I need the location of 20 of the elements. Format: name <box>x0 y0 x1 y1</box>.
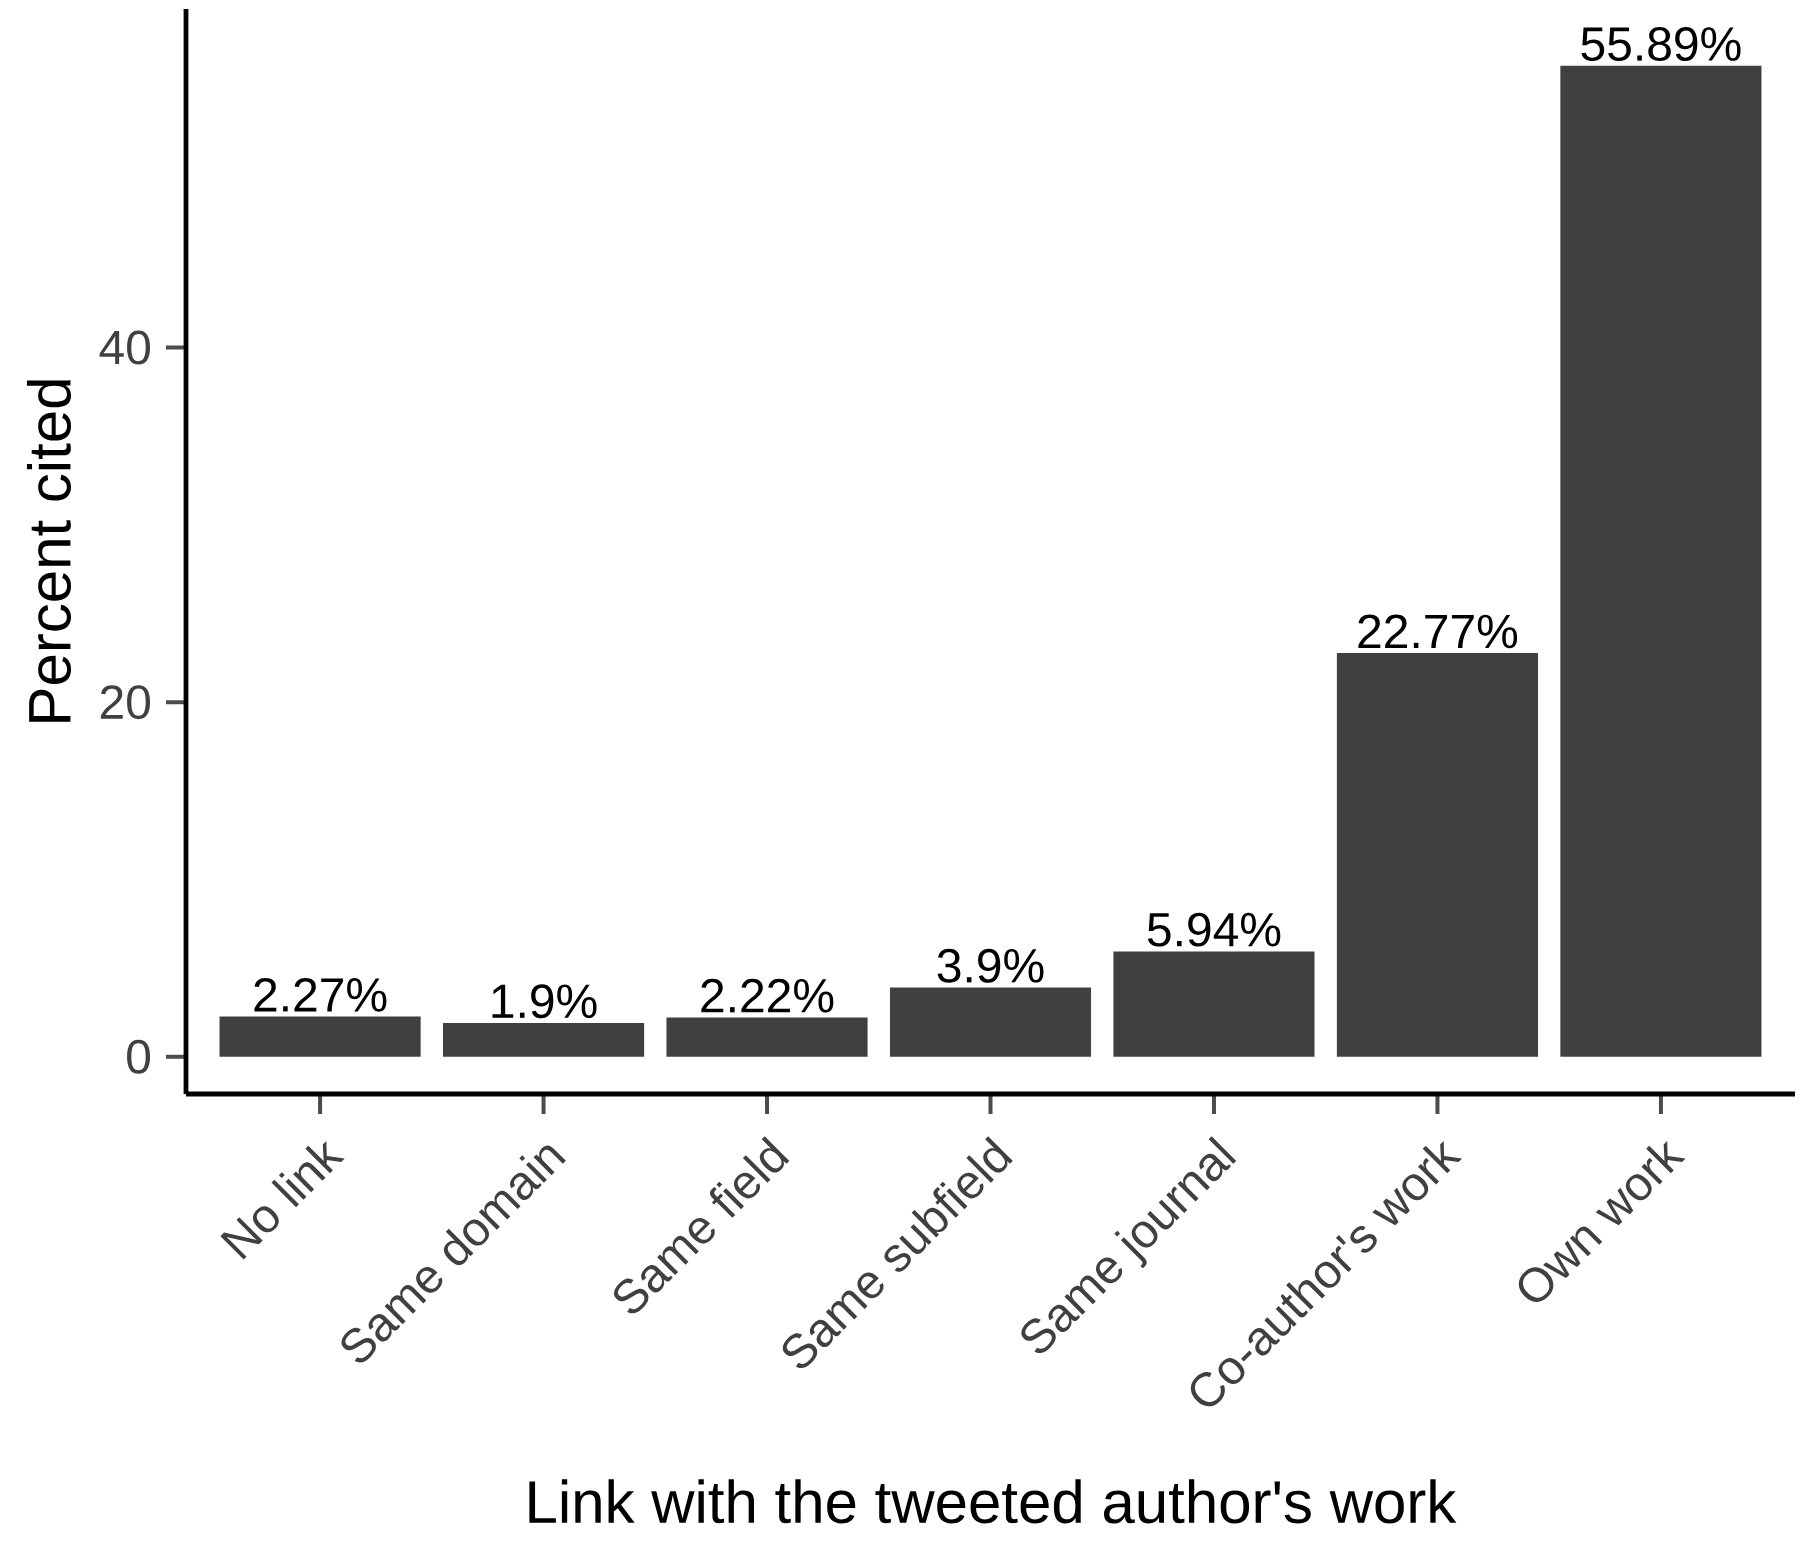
bar <box>442 1023 645 1057</box>
bar <box>219 1016 421 1057</box>
data-label: 2.22% <box>701 978 834 1013</box>
bar <box>666 1017 868 1057</box>
y-axis-title: Percent cited <box>26 380 71 722</box>
data-label: 22.77% <box>1358 614 1518 649</box>
data-label: 1.9% <box>492 984 597 1019</box>
x-axis-title: Link with the tweeted author's work <box>529 1479 1457 1524</box>
bar <box>1113 951 1315 1057</box>
data-label: 5.94% <box>1147 912 1281 947</box>
bar <box>1560 65 1762 1057</box>
x-tick-label: No link <box>220 1141 345 1260</box>
data-label: 55.89% <box>1581 27 1741 62</box>
y-tick-label: 0 <box>127 1039 151 1074</box>
data-label: 2.27% <box>254 977 387 1012</box>
bar <box>889 987 1092 1057</box>
bar <box>1336 653 1539 1057</box>
data-label: 3.9% <box>937 948 1044 983</box>
y-tick-label: 40 <box>99 330 151 365</box>
y-tick-label: 20 <box>100 685 151 720</box>
